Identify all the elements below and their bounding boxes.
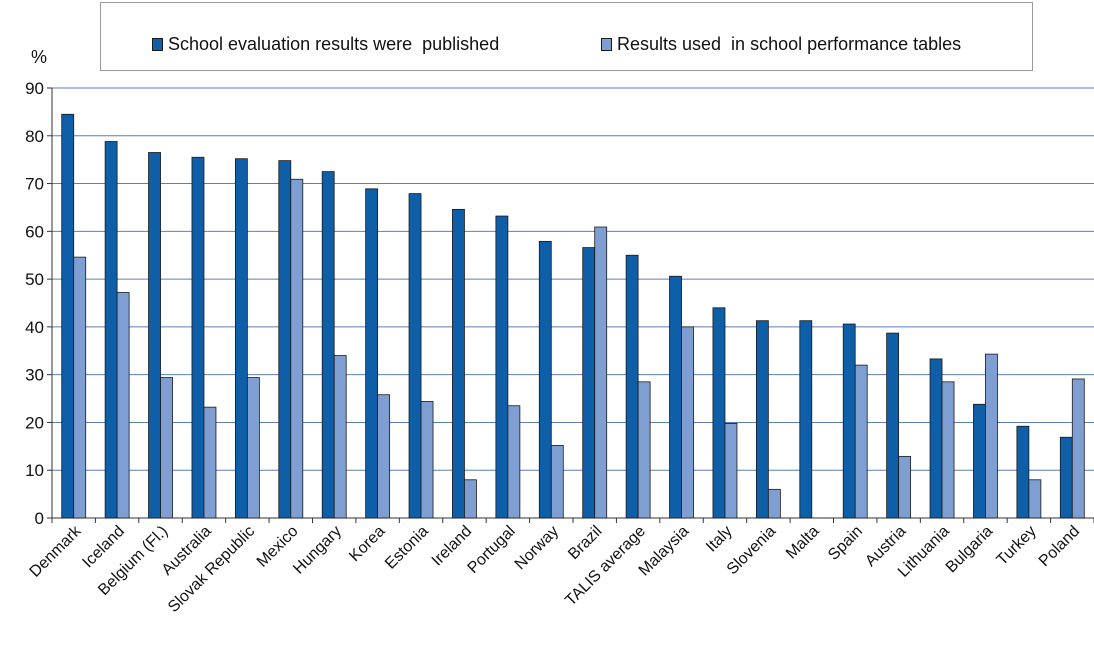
- bar-series-1: [104, 141, 118, 519]
- bar-series-1: [929, 358, 943, 519]
- y-tick-label: 80: [25, 127, 44, 146]
- y-axis-unit-label: %: [31, 47, 48, 67]
- x-tick-label: Estonia: [382, 523, 432, 573]
- bar-series-1: [842, 323, 856, 519]
- bar-series-2: [724, 422, 738, 519]
- bar-series-1: [1059, 436, 1073, 519]
- bar-series-2: [550, 444, 564, 519]
- legend-swatch-series-1: [152, 38, 163, 51]
- y-tick-label: 20: [25, 413, 44, 432]
- bar-series-1: [625, 254, 639, 519]
- x-tick-label: Slovenia: [724, 523, 779, 578]
- bar-series-2: [1028, 479, 1042, 519]
- bar-series-2: [985, 353, 998, 519]
- x-tick-label: Italy: [703, 523, 736, 556]
- bar-series-1: [61, 113, 75, 519]
- bar-series-2: [854, 364, 868, 519]
- bar-series-2: [941, 381, 955, 519]
- x-tick-label: Malta: [783, 523, 823, 563]
- bar-series-2: [594, 226, 608, 519]
- y-tick-label: 90: [25, 79, 44, 98]
- x-tick-label: Norway: [512, 523, 562, 573]
- legend-label-series-1: School evaluation results were published: [168, 34, 500, 54]
- bar-series-1: [148, 152, 161, 519]
- bar-series-1: [886, 332, 900, 519]
- x-tick-label: Korea: [346, 523, 388, 565]
- bar-series-1: [538, 240, 552, 519]
- bar-series-1: [1016, 425, 1030, 519]
- y-tick-label: 10: [25, 461, 44, 480]
- bar-series-2: [203, 406, 217, 519]
- bar-series-1: [191, 156, 205, 519]
- x-tick-label: Brazil: [565, 523, 605, 563]
- bar-series-2: [377, 394, 391, 519]
- legend-swatch-series-2: [601, 38, 612, 51]
- bar-series-2: [681, 326, 694, 519]
- x-tick-label: Denmark: [27, 522, 86, 581]
- bar-series-1: [321, 171, 335, 519]
- bar-series-1: [712, 307, 726, 519]
- bar-series-2: [246, 377, 260, 519]
- bar-series-2: [333, 355, 347, 519]
- x-tick-label: Spain: [825, 523, 866, 564]
- x-tick-label: Bulgaria: [943, 523, 997, 577]
- bar-series-1: [234, 158, 248, 519]
- x-tick-label: Portugal: [465, 523, 519, 577]
- y-tick-label: 70: [25, 175, 44, 194]
- legend-label-series-2: Results used in school performance table…: [617, 34, 962, 54]
- bar-series-2: [637, 381, 651, 519]
- bar-series-1: [408, 193, 422, 519]
- bar-series-2: [420, 401, 434, 519]
- y-tick-label: 50: [25, 270, 44, 289]
- bar-series-2: [507, 405, 521, 519]
- bar-series-1: [799, 320, 813, 519]
- bar-series-2: [898, 455, 912, 519]
- bar-series-2: [464, 479, 477, 519]
- y-tick-label: 0: [35, 509, 44, 528]
- bar-series-1: [669, 275, 682, 519]
- bar-series-1: [755, 320, 769, 519]
- x-tick-label: Poland: [1036, 523, 1083, 570]
- bar-series-1: [278, 160, 292, 519]
- bar-series-2: [767, 488, 781, 519]
- bar-series-2: [290, 178, 304, 519]
- bar-series-1: [452, 208, 465, 519]
- bar-series-2: [73, 256, 87, 519]
- y-tick-label: 30: [25, 366, 44, 385]
- x-tick-label: Turkey: [994, 523, 1040, 569]
- bar-series-1: [365, 188, 379, 519]
- bar-series-1: [495, 215, 509, 519]
- bar-series-1: [582, 247, 596, 519]
- bar-series-1: [973, 403, 986, 519]
- legend-item-series-1: School evaluation results were published: [152, 34, 499, 55]
- bar-series-2: [116, 292, 130, 519]
- y-tick-label: 60: [25, 222, 44, 241]
- legend-item-series-2: Results used in school performance table…: [601, 34, 961, 55]
- bar-series-2: [1071, 378, 1085, 519]
- bar-series-2: [160, 377, 173, 519]
- x-tick-label: Hungary: [290, 523, 345, 578]
- y-tick-label: 40: [25, 318, 44, 337]
- legend: School evaluation results were published…: [100, 2, 1033, 71]
